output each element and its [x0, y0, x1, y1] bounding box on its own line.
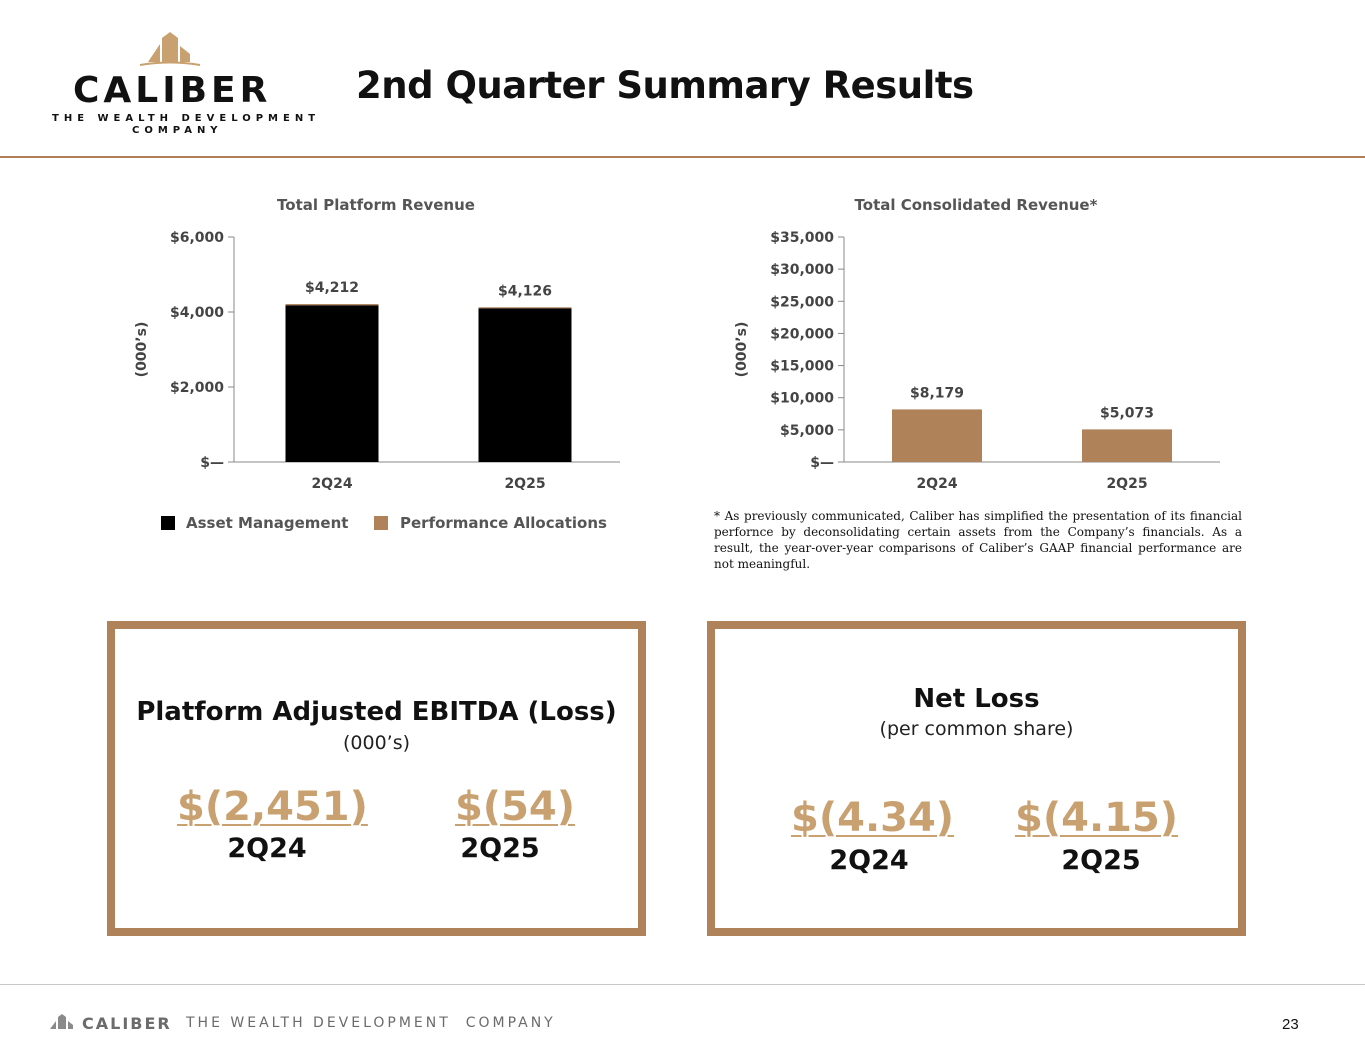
- data-label: $8,179: [910, 385, 964, 401]
- y-tick-label: $15,000: [770, 359, 834, 375]
- chart-title: Total Consolidated Revenue*: [855, 196, 1098, 214]
- net-loss-period-2q25: 2Q25: [1061, 845, 1141, 876]
- ebitda-value-2q25: $(54): [454, 784, 576, 830]
- x-tick-label: 2Q25: [1106, 476, 1147, 492]
- net-loss-title: Net Loss: [913, 684, 1040, 714]
- footer-tagline: THE WEALTH DEVELOPMENT COMPANY: [186, 1015, 556, 1031]
- consolidated-revenue-chart: Total Consolidated Revenue* (000’s) $— $5,0…: [734, 196, 1220, 492]
- y-tick-label: $5,000: [780, 423, 834, 439]
- y-tick-label: $35,000: [770, 230, 834, 246]
- legend-swatch-performance-allocations: [374, 516, 388, 530]
- y-tick-label: $—: [200, 455, 224, 471]
- platform-revenue-chart: Total Platform Revenue (000’s) $— $2,000 $4,…: [134, 196, 620, 492]
- data-label: $4,212: [305, 280, 359, 296]
- logo-wordmark: CALIBER: [73, 70, 272, 111]
- y-tick-label: $30,000: [770, 262, 834, 278]
- page-title: 2nd Quarter Summary Results: [356, 64, 974, 107]
- y-tick-label: $—: [810, 455, 834, 471]
- y-tick-label: $6,000: [170, 230, 224, 246]
- bar-asset-management: [285, 305, 379, 462]
- footer-company-name: CALIBER: [82, 1014, 172, 1033]
- x-tick-label: 2Q24: [311, 476, 352, 492]
- chart-title: Total Platform Revenue: [277, 196, 475, 214]
- y-tick-label: $20,000: [770, 326, 834, 342]
- logo-tagline: THE WEALTH DEVELOPMENT: [52, 113, 321, 124]
- logo-tagline-2: COMPANY: [132, 125, 223, 136]
- page-number: 23: [1282, 1016, 1299, 1033]
- bar-performance-allocations: [285, 304, 379, 306]
- bar-asset-management: [478, 308, 572, 462]
- net-loss-value-2q24: $(4.34): [791, 795, 955, 841]
- footnote: * As previously communicated, Caliber ha…: [714, 509, 1242, 571]
- ebitda-period-2q24: 2Q24: [227, 833, 307, 864]
- y-tick-label: $10,000: [770, 391, 834, 407]
- net-loss-period-2q24: 2Q24: [829, 845, 909, 876]
- x-tick-label: 2Q25: [504, 476, 545, 492]
- y-tick-label: $2,000: [170, 380, 224, 396]
- y-axis-label: (000’s): [734, 322, 750, 378]
- y-tick-label: $4,000: [170, 305, 224, 321]
- legend-swatch-asset-management: [161, 516, 175, 530]
- y-tick-label: $25,000: [770, 294, 834, 310]
- ebitda-subtitle: (000’s): [342, 732, 411, 754]
- y-axis-label: (000’s): [134, 322, 150, 378]
- logo-building-icon: [139, 32, 201, 66]
- net-loss-value-2q25: $(4.15): [1015, 795, 1179, 841]
- bar-performance-allocations: [478, 307, 572, 309]
- net-loss-kpi-box: Net Loss (per common share) $(4.34) 2Q24…: [707, 621, 1246, 936]
- legend-label-performance-allocations: Performance Allocations: [400, 514, 607, 532]
- header-divider: [0, 156, 1365, 158]
- footer-divider: [0, 984, 1365, 985]
- legend-label-asset-management: Asset Management: [186, 514, 349, 532]
- footer-logo-icon: [50, 1014, 73, 1029]
- x-tick-label: 2Q24: [916, 476, 957, 492]
- data-label: $5,073: [1100, 405, 1154, 421]
- ebitda-value-2q24: $(2,451): [177, 784, 368, 830]
- bar: [892, 409, 982, 462]
- ebitda-period-2q25: 2Q25: [460, 833, 540, 864]
- data-label: $4,126: [498, 283, 552, 299]
- net-loss-subtitle: (per common share): [879, 718, 1074, 740]
- bar: [1082, 429, 1172, 462]
- ebitda-kpi-box: Platform Adjusted EBITDA (Loss) (000’s) …: [107, 621, 646, 936]
- ebitda-title: Platform Adjusted EBITDA (Loss): [136, 697, 617, 727]
